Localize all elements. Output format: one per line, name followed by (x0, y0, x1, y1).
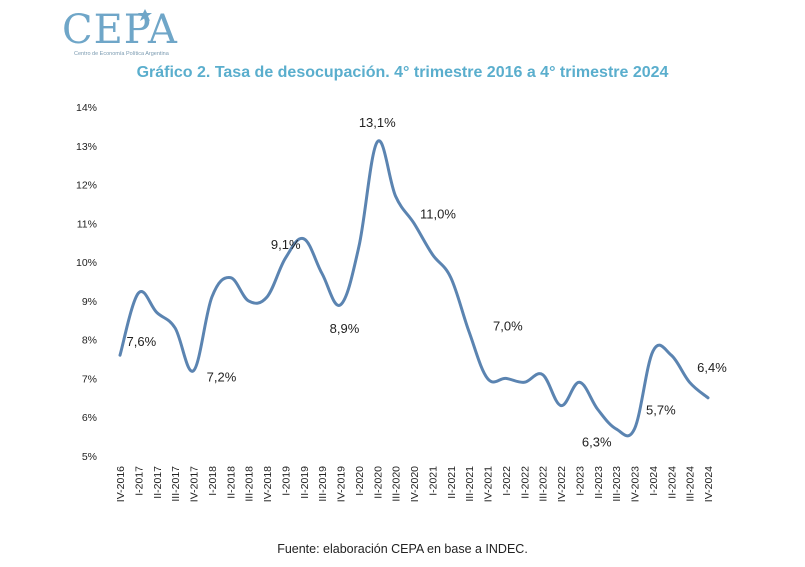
x-tick-label: I-2017 (133, 466, 145, 496)
data-label: 6,4% (697, 360, 727, 375)
x-tick-label: III-2023 (611, 466, 623, 502)
y-tick-label: 12% (76, 180, 97, 192)
x-tick-label: II-2020 (372, 466, 384, 499)
logo-subtitle: Centro de Economía Política Argentina (74, 51, 169, 57)
data-label: 7,2% (207, 370, 237, 385)
logo-wordmark: CEPA (62, 7, 178, 53)
x-tick-label: III-2022 (538, 466, 550, 502)
x-tick-label: III-2020 (391, 466, 403, 502)
chart-title: Gráfico 2. Tasa de desocupación. 4° trim… (136, 64, 669, 81)
data-label: 5,7% (646, 402, 676, 417)
x-tick-label: IV-2020 (409, 466, 421, 502)
cepa-logo: CEPA Centro de Economía Política Argenti… (62, 8, 182, 63)
data-label: 9,1% (271, 237, 301, 252)
x-tick-label: II-2017 (152, 466, 164, 499)
x-tick-label: IV-2018 (262, 466, 274, 502)
y-axis: 5% 6% 7% 8% 9% 10% 11% 12% 13% 14% (76, 102, 97, 463)
y-tick-label: 6% (82, 412, 97, 424)
data-label: 8,9% (330, 321, 360, 336)
y-tick-label: 14% (76, 102, 97, 114)
x-tick-label: IV-2021 (483, 466, 495, 502)
y-tick-label: 13% (76, 141, 97, 153)
source-note: Fuente: elaboración CEPA en base a INDEC… (277, 542, 528, 556)
x-tick-label: III-2019 (317, 466, 329, 502)
x-tick-label: III-2018 (244, 466, 256, 502)
data-label: 7,6% (127, 334, 157, 349)
x-tick-label: III-2017 (170, 466, 182, 502)
data-label: 6,3% (582, 434, 612, 449)
x-tick-label: IV-2023 (630, 466, 642, 502)
logo-star-icon (138, 9, 152, 21)
x-tick-label: I-2018 (207, 466, 219, 496)
data-label: 7,0% (493, 318, 523, 333)
y-tick-label: 9% (82, 296, 97, 308)
data-label: 11,0% (420, 206, 456, 221)
y-tick-label: 5% (82, 451, 97, 463)
x-tick-label: IV-2019 (336, 466, 348, 502)
series-line (118, 139, 710, 438)
x-tick-label: I-2020 (354, 466, 366, 496)
line-chart: 5%6%7%8%9%10%11%12%13%14% IV-2016 I-2017 I… (76, 102, 728, 502)
x-tick-label: II-2022 (519, 466, 531, 499)
y-tick-label: 7% (82, 373, 97, 385)
x-tick-label: II-2024 (666, 466, 678, 499)
x-tick-label: IV-2024 (703, 466, 715, 502)
x-tick-label: II-2021 (446, 466, 458, 499)
x-tick-label: I-2024 (648, 466, 660, 496)
x-tick-label: I-2023 (574, 466, 586, 496)
x-tick-label: IV-2017 (189, 466, 201, 502)
data-label: 13,1% (359, 115, 396, 130)
x-tick-label: IV-2022 (556, 466, 568, 502)
x-tick-label: III-2021 (464, 466, 476, 502)
y-tick-label: 10% (76, 257, 97, 269)
x-tick-label: IV-2016 (115, 466, 127, 502)
data-labels: 7,6% 7,2% 9,1% 8,9% 13,1% 11,0% 7,0% 6,3% 5,7% 6,… (127, 115, 728, 450)
x-tick-label: I-2022 (501, 466, 513, 496)
x-tick-label: II-2018 (225, 466, 237, 499)
x-tick-label: I-2021 (427, 466, 439, 496)
x-tick-label: II-2019 (299, 466, 311, 499)
x-axis: IV-2016 I-2017 II-2017 III-2017 IV-2017 I-201… (115, 466, 715, 502)
y-tick-label: 8% (82, 335, 97, 347)
x-tick-label: II-2023 (593, 466, 605, 499)
x-tick-label: I-2019 (280, 466, 292, 496)
x-tick-label: III-2024 (685, 466, 697, 502)
y-tick-label: 11% (77, 218, 97, 230)
